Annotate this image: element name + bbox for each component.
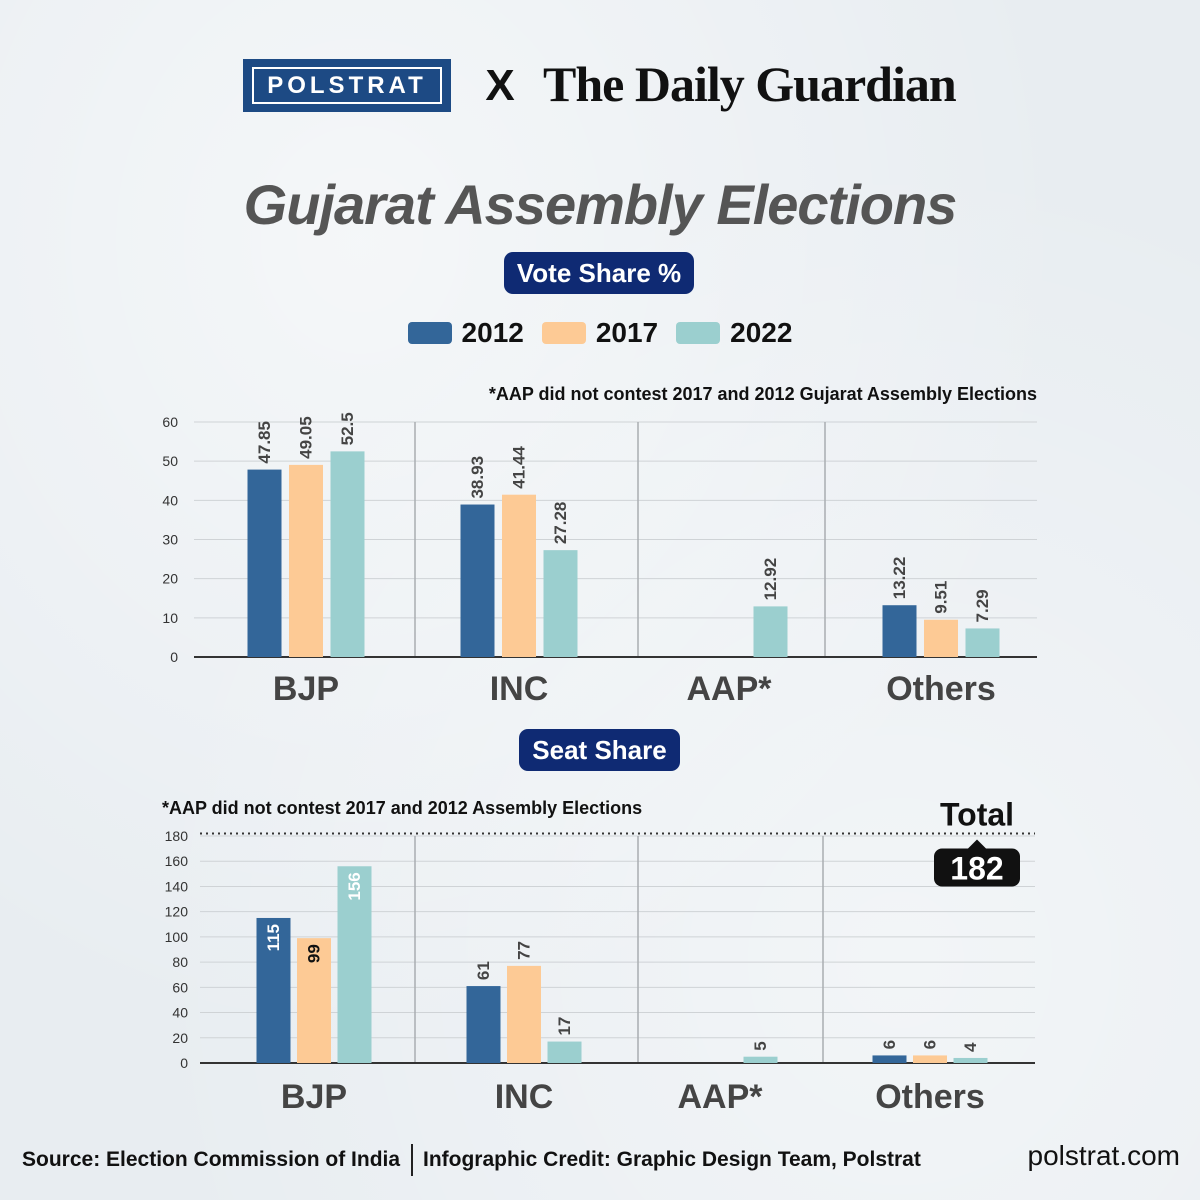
bar-others-2022 [965,628,1000,657]
data-label: 115 [264,924,283,951]
total-label: Total [940,796,1014,832]
bar-bjp-2012 [256,917,291,1063]
y-tick-label: 140 [165,878,189,894]
data-label: 61 [474,961,493,980]
total-value: 182 [950,850,1003,886]
data-label: 77 [515,941,534,960]
legend-swatch-2022 [676,322,721,344]
data-label: 41.44 [510,446,529,489]
data-label: 5 [751,1041,770,1050]
bar-bjp-2022 [330,451,365,657]
bar-others-2022 [953,1057,988,1063]
bar-others-2017 [924,619,958,657]
legend-label-2012: 2012 [461,317,524,348]
footer: Source: Election Commission of India Inf… [0,1140,1200,1180]
collab-separator: X [485,61,515,110]
data-label: 99 [305,944,324,963]
category-label: Others [875,1078,985,1116]
data-label: 6 [880,1040,899,1049]
bar-aap-2022 [743,1056,778,1063]
legend-item-2017: 2017 [541,317,659,349]
category-label: BJP [281,1078,347,1116]
bar-bjp-2012 [247,469,282,657]
y-tick-label: 20 [172,1030,188,1046]
bar-inc-2012 [466,986,501,1063]
bar-bjp-2017 [289,464,323,657]
y-tick-label: 10 [162,610,178,626]
bar-aap-2022 [753,606,788,657]
data-label: 12.92 [761,558,780,601]
data-label: 38.93 [468,456,487,499]
y-tick-label: 20 [162,571,178,587]
y-tick-label: 40 [172,1005,188,1021]
category-label: INC [490,670,549,708]
data-label: 17 [555,1017,574,1036]
y-tick-label: 100 [165,929,189,945]
footer-divider [411,1144,413,1176]
seat-share-heading: Seat Share [519,729,680,771]
y-tick-label: 30 [162,532,178,548]
data-label: 52.5 [338,412,357,445]
y-tick-label: 180 [165,828,189,844]
chart-note: *AAP did not contest 2017 and 2012 Assem… [162,798,642,818]
bar-bjp-2017 [297,938,331,1063]
data-label: 9.51 [932,581,951,614]
seat-share-chart: *AAP did not contest 2017 and 2012 Assem… [162,796,1035,1116]
source-text: Source: Election Commission of India [22,1148,401,1171]
category-label: BJP [273,670,339,708]
y-tick-label: 50 [162,453,178,469]
y-tick-label: 40 [162,492,178,508]
y-tick-label: 0 [180,1055,188,1071]
y-tick-label: 160 [165,853,189,869]
legend-label-2022: 2022 [730,317,793,348]
data-label: 49.05 [297,416,316,459]
total-callout-box [934,848,1020,887]
y-tick-label: 60 [172,979,188,995]
chart-note: *AAP did not contest 2017 and 2012 Gujar… [489,384,1037,404]
legend: 2012 2017 2022 [0,313,1200,353]
legend-label-2017: 2017 [595,317,659,348]
data-label: 4 [961,1042,980,1052]
legend-swatch-2017 [541,322,586,344]
bar-others-2012 [872,1055,907,1063]
data-label: 13.22 [890,557,909,600]
y-tick-label: 60 [162,414,178,430]
category-label: AAP* [677,1078,763,1116]
legend-item-2022: 2022 [676,317,792,349]
bar-inc-2017 [507,965,541,1063]
legend-swatch-2012 [407,322,452,344]
data-label: 6 [921,1040,940,1049]
bar-inc-2017 [502,494,536,657]
bar-inc-2022 [543,550,578,657]
category-label: AAP* [686,670,772,708]
website-link[interactable]: polstrat.com [1027,1140,1181,1171]
vote-share-heading: Vote Share % [504,252,694,294]
header: POLSTRAT X The Daily Guardian [0,55,1200,115]
data-label: 7.29 [973,589,992,622]
page-title: Gujarat Assembly Elections [243,173,958,236]
category-label: Others [886,670,996,708]
daily-guardian-logo: The Daily Guardian [543,56,957,112]
credit-text: Infographic Credit: Graphic Design Team,… [423,1148,921,1171]
vote-share-chart: *AAP did not contest 2017 and 2012 Gujar… [162,384,1037,708]
data-label: 27.28 [551,502,570,545]
category-label: INC [495,1078,554,1116]
bar-inc-2012 [460,504,495,657]
legend-item-2012: 2012 [407,317,524,349]
bar-bjp-2022 [337,866,372,1063]
bar-others-2017 [913,1055,947,1063]
y-tick-label: 80 [172,954,188,970]
y-tick-label: 120 [165,904,189,920]
polstrat-logo-text: POLSTRAT [252,67,442,104]
y-tick-label: 0 [170,649,178,665]
bar-others-2012 [882,605,917,657]
data-label: 47.85 [255,421,274,464]
bar-inc-2022 [547,1041,582,1063]
data-label: 156 [345,872,364,900]
polstrat-logo: POLSTRAT [243,59,451,112]
total-callout-pointer [967,839,987,850]
